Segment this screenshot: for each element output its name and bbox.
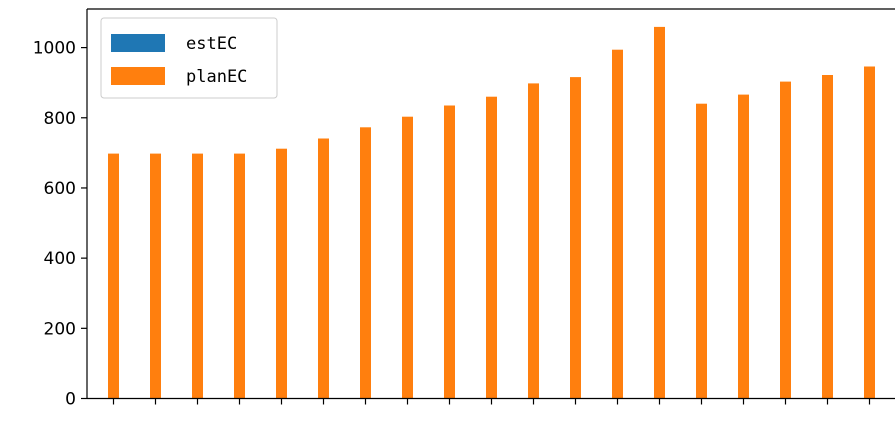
y-tick-label: 0 (65, 390, 76, 410)
bar-planEC (108, 153, 119, 399)
bar-planEC (360, 127, 371, 399)
y-tick-label: 200 (44, 319, 76, 339)
bar-planEC (234, 153, 245, 399)
bar-planEC (696, 103, 707, 399)
legend-label-planEC: planEC (186, 67, 247, 87)
bar-planEC (276, 148, 287, 399)
bar-planEC (486, 96, 497, 399)
legend-swatch-estEC (111, 34, 165, 52)
bar-planEC (780, 81, 791, 399)
bar-planEC (654, 26, 665, 399)
y-tick-label: 400 (44, 249, 76, 269)
bar-planEC (402, 116, 413, 399)
y-tick-label: 600 (44, 179, 76, 199)
bar-planEC (570, 77, 581, 399)
x-ticks-group (112, 398, 871, 405)
legend: estEC planEC (100, 17, 278, 99)
bar-planEC (612, 49, 623, 399)
bar-planEC (150, 153, 161, 399)
y-ticks-group: 0 200 400 600 800 1000 (33, 39, 87, 410)
bar-planEC (738, 94, 749, 399)
bars-group (108, 26, 875, 399)
y-tick-label: 800 (44, 109, 76, 129)
legend-label-estEC: estEC (186, 34, 237, 54)
y-tick-label: 1000 (33, 39, 76, 59)
bar-planEC (822, 75, 833, 399)
bar-planEC (318, 138, 329, 399)
legend-swatch-planEC (111, 67, 165, 85)
bar-planEC (528, 83, 539, 399)
bar-planEC (444, 105, 455, 399)
bar-planEC (192, 153, 203, 399)
bar-planEC (864, 66, 875, 399)
